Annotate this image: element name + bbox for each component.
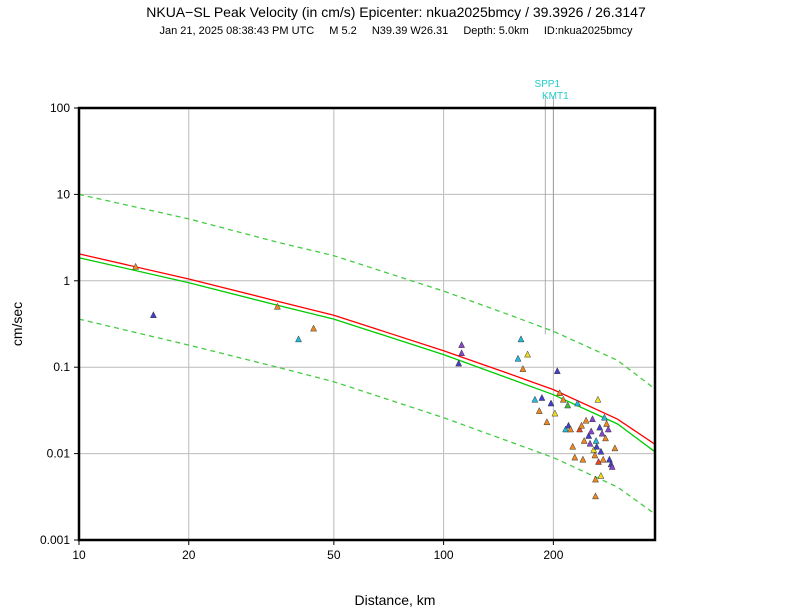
- station-marker: [559, 395, 567, 403]
- event-magnitude: M 5.2: [329, 25, 357, 37]
- station-marker: [597, 471, 605, 479]
- station-marker: [603, 419, 611, 427]
- station-marker: [578, 421, 586, 429]
- green-upper-curve: [78, 193, 656, 390]
- station-marker: [553, 367, 561, 374]
- y-tick-label: 0.01: [47, 447, 71, 461]
- station-marker: [582, 416, 590, 424]
- station-marker: [580, 436, 588, 444]
- chart-title: NKUA−SL Peak Velocity (in cm/s) Epicente…: [146, 4, 646, 20]
- event-date: Jan 21, 2025 08:38:43 PM UTC: [159, 25, 315, 37]
- x-axis-label: Distance, km: [355, 592, 436, 608]
- station-marker: [602, 434, 609, 442]
- station-marker: [592, 475, 599, 483]
- event-depth: Depth: 5.0km: [463, 25, 529, 37]
- station-marker: [514, 354, 522, 362]
- red-curve: [78, 253, 656, 445]
- station-marker: [594, 395, 602, 403]
- station-marker: [458, 349, 466, 357]
- station-marker: [547, 399, 555, 407]
- station-marker: [556, 389, 564, 396]
- station-marker: [576, 425, 584, 433]
- y-tick-label: 10: [57, 187, 71, 201]
- station-marker: [295, 335, 302, 343]
- event-id: ID:nkua2025bmcy: [543, 25, 633, 37]
- station-marker: [592, 436, 600, 444]
- station-marker: [586, 439, 594, 447]
- station-marker: [535, 407, 543, 414]
- station-marker: [571, 453, 579, 461]
- station-marker: [310, 324, 318, 332]
- y-tick-label: 1: [63, 274, 70, 288]
- station-marker: [524, 350, 532, 358]
- station-marker: [611, 444, 619, 452]
- y-tick-label: 0.1: [53, 360, 70, 374]
- station-marker: [587, 427, 595, 435]
- station-marker: [589, 415, 596, 422]
- plot-frame: [77, 106, 657, 542]
- station-marker: [591, 451, 599, 459]
- station-marker: [531, 395, 539, 403]
- x-tick-label: 100: [434, 548, 454, 562]
- x-tick-label: 20: [182, 548, 196, 562]
- green-lower-curve: [78, 318, 656, 515]
- station-marker: [597, 447, 605, 455]
- station-marker: [458, 341, 466, 348]
- station-marker: [595, 457, 602, 465]
- annotation-label: SPP1: [534, 79, 560, 90]
- attenuation-curves: [78, 193, 656, 515]
- station-marker: [604, 425, 612, 433]
- station-marker: [519, 365, 527, 372]
- annotation-label: KMT1: [542, 91, 569, 102]
- green-curve: [78, 257, 656, 453]
- station-marker: [585, 431, 593, 439]
- station-marker: [149, 311, 157, 318]
- x-tick-label: 50: [327, 548, 341, 562]
- x-tick-label: 10: [72, 548, 86, 562]
- chart-subtitle: Jan 21, 2025 08:38:43 PM UTC M 5.2 N39.3…: [0, 25, 792, 37]
- station-marker: [574, 399, 581, 407]
- grid-lines: [78, 107, 655, 541]
- station-marker: [593, 442, 601, 450]
- station-marker: [132, 262, 140, 270]
- station-marker: [579, 455, 587, 463]
- station-markers: [132, 262, 619, 500]
- station-marker: [538, 393, 546, 401]
- station-marker: [600, 413, 608, 421]
- station-marker: [592, 492, 599, 500]
- station-marker: [608, 462, 616, 470]
- station-marker: [569, 442, 577, 450]
- station-marker: [599, 455, 607, 463]
- station-marker: [455, 359, 463, 367]
- station-marker: [273, 302, 281, 310]
- tick-labels: 10 20 50 100 200 0.001 0.01 0.1 1 10 100: [40, 101, 564, 562]
- station-marker: [598, 429, 606, 437]
- y-tick-label: 100: [50, 101, 70, 115]
- event-location: N39.39 W26.31: [371, 25, 449, 37]
- station-marker: [562, 425, 570, 433]
- station-marker: [596, 423, 604, 431]
- station-marker: [605, 455, 613, 463]
- axes-frame: [74, 106, 657, 545]
- x-tick-label: 200: [543, 548, 563, 562]
- station-marker: [564, 401, 572, 409]
- station-marker: [567, 425, 575, 433]
- y-axis-label: cm/sec: [9, 302, 25, 346]
- station-marker: [543, 418, 551, 426]
- station-marker: [551, 409, 559, 417]
- station-marker: [517, 335, 525, 343]
- y-tick-label: 0.001: [40, 533, 70, 547]
